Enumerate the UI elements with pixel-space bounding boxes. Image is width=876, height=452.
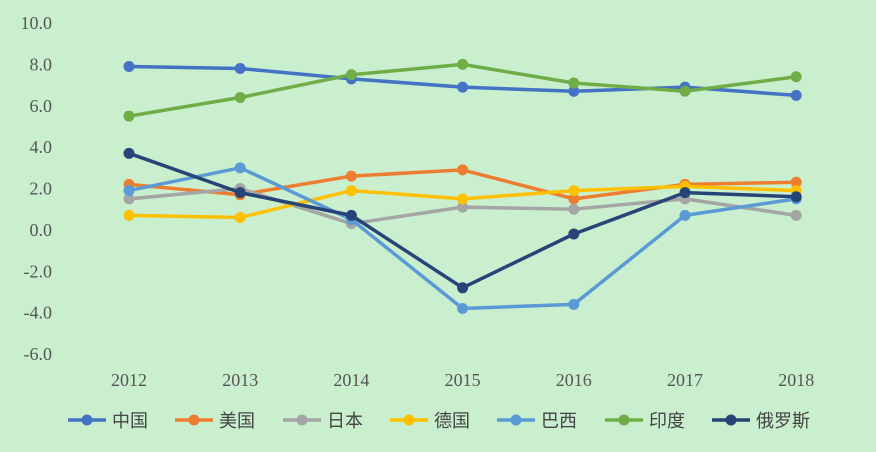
y-tick-label: -2.0 — [24, 261, 53, 281]
data-point — [679, 85, 691, 97]
data-point — [790, 176, 802, 188]
x-tick-label: 2012 — [111, 370, 147, 390]
data-point — [679, 187, 691, 199]
x-tick-label: 2015 — [445, 370, 481, 390]
data-point — [457, 164, 469, 176]
data-point — [457, 81, 469, 93]
data-point — [790, 71, 802, 83]
legend-label: 巴西 — [541, 411, 577, 432]
legend-item: 中国 — [68, 411, 148, 432]
data-point — [234, 162, 246, 174]
data-point — [234, 211, 246, 223]
legend-item: 俄罗斯 — [712, 411, 810, 432]
series-lines — [123, 58, 802, 314]
legend-marker — [296, 414, 308, 426]
legend-item: 日本 — [283, 411, 363, 432]
data-point — [123, 110, 135, 122]
data-point — [457, 193, 469, 205]
data-point — [123, 209, 135, 221]
legend-marker — [510, 414, 522, 426]
data-point — [457, 282, 469, 294]
legend-label: 印度 — [649, 411, 685, 432]
data-point — [679, 209, 691, 221]
legend-item: 巴西 — [497, 411, 577, 432]
y-tick-label: 4.0 — [30, 137, 53, 157]
series-5 — [123, 58, 802, 122]
legend-marker — [403, 414, 415, 426]
data-point — [234, 187, 246, 199]
series-2 — [123, 183, 802, 230]
data-point — [790, 191, 802, 203]
legend-label: 俄罗斯 — [756, 411, 810, 432]
legend-label: 中国 — [112, 411, 148, 432]
data-point — [123, 60, 135, 72]
data-point — [345, 69, 357, 81]
data-point — [457, 58, 469, 70]
data-point — [123, 185, 135, 197]
y-tick-label: 6.0 — [30, 96, 53, 116]
legend-marker — [188, 414, 200, 426]
legend-marker — [725, 414, 737, 426]
legend-label: 德国 — [434, 411, 470, 432]
data-point — [568, 193, 580, 205]
data-point — [345, 170, 357, 182]
data-point — [568, 85, 580, 97]
data-point — [457, 302, 469, 314]
y-tick-label: 0.0 — [30, 220, 53, 240]
data-point — [123, 193, 135, 205]
legend: 中国 美国 日本 德国 巴西 印度 俄罗斯 — [68, 411, 810, 432]
data-point — [568, 185, 580, 197]
x-tick-label: 2016 — [556, 370, 592, 390]
data-point — [790, 89, 802, 101]
y-tick-label: 8.0 — [30, 54, 53, 74]
data-point — [568, 228, 580, 240]
data-point — [568, 203, 580, 215]
x-tick-label: 2014 — [333, 370, 369, 390]
legend-marker — [618, 414, 630, 426]
y-axis-tick-labels: 10.0 8.0 6.0 4.0 2.0 0.0 -2.0 -4.0 -6.0 — [21, 13, 53, 364]
y-tick-label: 10.0 — [21, 13, 53, 33]
data-point — [345, 185, 357, 197]
legend-marker — [81, 414, 93, 426]
data-point — [457, 201, 469, 213]
legend-label: 美国 — [219, 411, 255, 432]
x-tick-label: 2018 — [778, 370, 814, 390]
data-point — [568, 298, 580, 310]
x-axis-tick-labels: 2012 2013 2014 2015 2016 2017 2018 — [111, 370, 814, 390]
legend-item: 印度 — [605, 411, 685, 432]
legend-label: 日本 — [327, 411, 363, 432]
y-tick-label: -4.0 — [24, 303, 53, 323]
data-point — [234, 91, 246, 103]
data-point — [234, 63, 246, 75]
data-point — [568, 77, 580, 89]
legend-item: 美国 — [175, 411, 255, 432]
data-point — [790, 209, 802, 221]
y-tick-label: 2.0 — [30, 179, 53, 199]
x-tick-label: 2017 — [667, 370, 703, 390]
series-6 — [123, 147, 802, 294]
y-tick-label: -6.0 — [24, 344, 53, 364]
data-point — [123, 147, 135, 159]
x-tick-label: 2013 — [222, 370, 258, 390]
data-point — [345, 209, 357, 221]
legend-item: 德国 — [390, 411, 470, 432]
